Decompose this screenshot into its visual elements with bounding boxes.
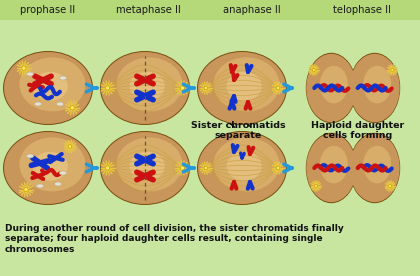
Ellipse shape bbox=[180, 86, 184, 90]
Ellipse shape bbox=[180, 166, 184, 170]
Ellipse shape bbox=[37, 184, 44, 188]
Ellipse shape bbox=[197, 131, 287, 205]
Ellipse shape bbox=[213, 57, 279, 112]
Ellipse shape bbox=[4, 132, 92, 204]
Ellipse shape bbox=[276, 86, 280, 90]
Ellipse shape bbox=[320, 146, 348, 183]
Ellipse shape bbox=[33, 72, 68, 100]
Ellipse shape bbox=[55, 182, 61, 186]
Ellipse shape bbox=[388, 184, 391, 187]
Ellipse shape bbox=[105, 86, 110, 90]
Ellipse shape bbox=[306, 133, 357, 203]
Ellipse shape bbox=[320, 66, 348, 104]
Bar bbox=[0, 0, 420, 20]
Ellipse shape bbox=[306, 54, 356, 122]
Ellipse shape bbox=[363, 66, 391, 104]
Text: Sister chromatids
separate: Sister chromatids separate bbox=[191, 121, 285, 140]
Ellipse shape bbox=[204, 166, 208, 170]
Ellipse shape bbox=[26, 72, 34, 76]
Ellipse shape bbox=[60, 171, 66, 175]
Ellipse shape bbox=[3, 51, 93, 125]
Ellipse shape bbox=[198, 52, 286, 124]
Ellipse shape bbox=[33, 152, 68, 181]
Ellipse shape bbox=[349, 133, 400, 203]
Ellipse shape bbox=[57, 102, 63, 106]
Ellipse shape bbox=[276, 166, 280, 170]
Text: prophase II: prophase II bbox=[21, 5, 76, 15]
Ellipse shape bbox=[312, 68, 315, 71]
Ellipse shape bbox=[116, 137, 182, 191]
Ellipse shape bbox=[350, 134, 400, 202]
Ellipse shape bbox=[4, 52, 92, 124]
Ellipse shape bbox=[60, 76, 66, 80]
Ellipse shape bbox=[227, 72, 262, 100]
Ellipse shape bbox=[130, 152, 165, 181]
Ellipse shape bbox=[306, 134, 356, 202]
Ellipse shape bbox=[101, 132, 189, 204]
Text: Haploid daughter
cells forming: Haploid daughter cells forming bbox=[311, 121, 404, 140]
Text: anaphase II: anaphase II bbox=[223, 5, 281, 15]
Ellipse shape bbox=[101, 52, 189, 124]
Ellipse shape bbox=[350, 54, 400, 122]
Text: During another round of cell division, the sister chromatids finally
separate; f: During another round of cell division, t… bbox=[5, 224, 344, 254]
Ellipse shape bbox=[100, 51, 190, 125]
Ellipse shape bbox=[100, 131, 190, 205]
Ellipse shape bbox=[213, 137, 279, 191]
Ellipse shape bbox=[105, 166, 110, 170]
Ellipse shape bbox=[70, 106, 74, 110]
Ellipse shape bbox=[130, 72, 165, 100]
Ellipse shape bbox=[227, 152, 262, 181]
Ellipse shape bbox=[315, 184, 318, 187]
Ellipse shape bbox=[19, 137, 85, 191]
Ellipse shape bbox=[306, 53, 357, 123]
Ellipse shape bbox=[391, 68, 394, 71]
Ellipse shape bbox=[363, 146, 391, 183]
Ellipse shape bbox=[22, 66, 26, 70]
Ellipse shape bbox=[19, 57, 85, 112]
Ellipse shape bbox=[204, 86, 208, 90]
Ellipse shape bbox=[68, 145, 72, 148]
Text: metaphase II: metaphase II bbox=[116, 5, 180, 15]
Ellipse shape bbox=[3, 131, 93, 205]
Ellipse shape bbox=[349, 53, 400, 123]
Ellipse shape bbox=[116, 57, 182, 112]
Ellipse shape bbox=[34, 102, 42, 106]
Text: telophase II: telophase II bbox=[333, 5, 391, 15]
Ellipse shape bbox=[26, 154, 34, 158]
Ellipse shape bbox=[197, 51, 287, 125]
Ellipse shape bbox=[24, 187, 28, 192]
Ellipse shape bbox=[198, 132, 286, 204]
